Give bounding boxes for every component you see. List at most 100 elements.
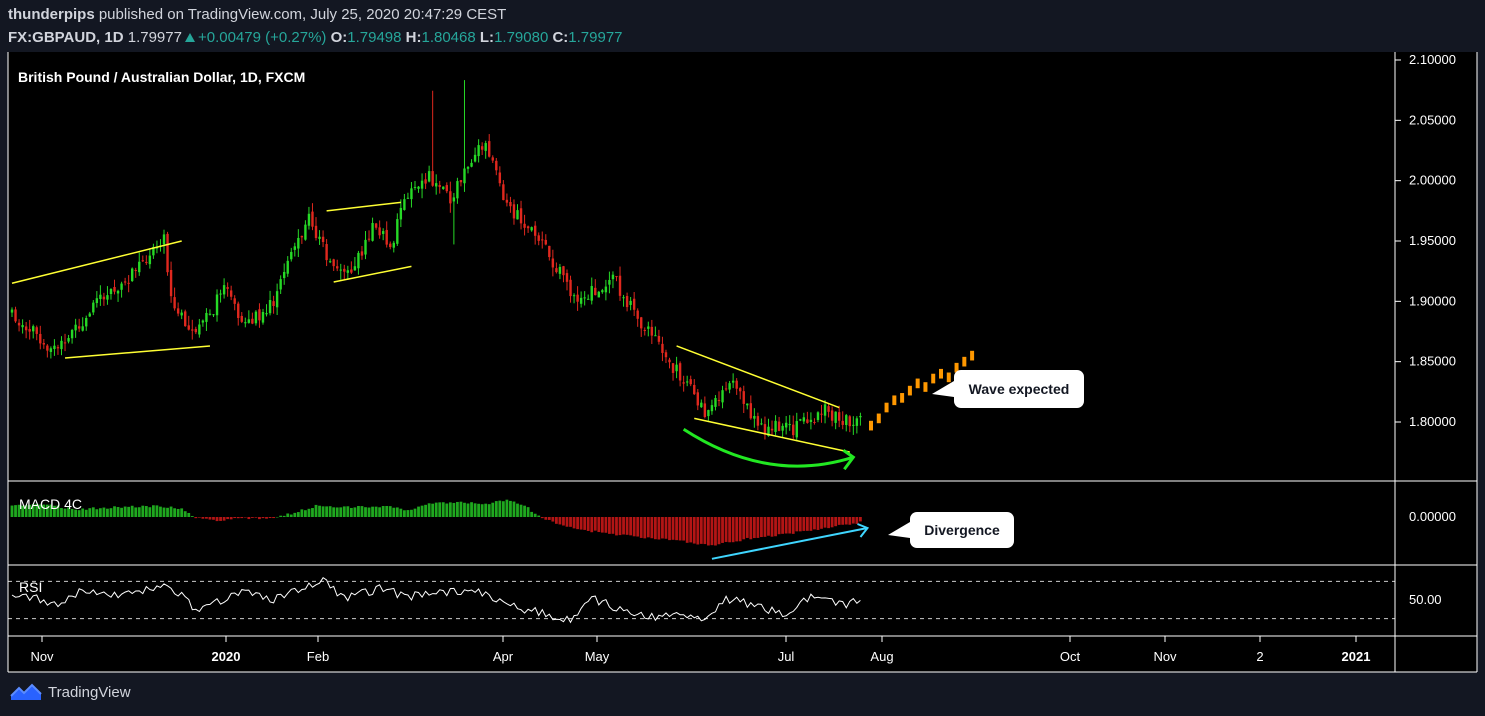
candle-body[interactable] — [802, 417, 806, 422]
candle-body[interactable] — [767, 426, 770, 437]
candle-body[interactable] — [328, 261, 332, 263]
divergence-callout-box[interactable] — [910, 512, 1014, 548]
candle-body[interactable] — [473, 154, 477, 162]
candle-body[interactable] — [219, 293, 222, 295]
candle-body[interactable] — [109, 288, 113, 294]
candle-body[interactable] — [431, 171, 434, 186]
trendline[interactable] — [11, 240, 182, 284]
candle-body[interactable] — [731, 380, 735, 383]
candle-body[interactable] — [647, 326, 650, 329]
candle-body[interactable] — [544, 239, 547, 245]
candle-body[interactable] — [820, 413, 823, 415]
candle-body[interactable] — [495, 160, 498, 171]
candle-body[interactable] — [148, 255, 152, 265]
candle-body[interactable] — [746, 403, 749, 406]
candle-body[interactable] — [601, 290, 604, 293]
candle-body[interactable] — [53, 345, 56, 350]
candle-body[interactable] — [184, 311, 187, 327]
candle-body[interactable] — [371, 223, 374, 241]
candle-body[interactable] — [35, 327, 38, 334]
rsi-pane[interactable] — [8, 577, 1395, 624]
candle-body[interactable] — [480, 146, 484, 150]
candle-body[interactable] — [806, 419, 809, 423]
main-pane[interactable]: Wave expected Divergence — [10, 80, 1084, 548]
candle-body[interactable] — [724, 388, 728, 390]
macd-pane[interactable] — [10, 499, 870, 560]
candle-body[interactable] — [95, 298, 99, 304]
candle-body[interactable] — [799, 419, 802, 421]
candle-body[interactable] — [141, 260, 144, 262]
candle-body[interactable] — [21, 325, 24, 328]
candle-body[interactable] — [63, 342, 67, 344]
candle-body[interactable] — [166, 233, 169, 273]
candle-body[interactable] — [463, 168, 466, 184]
candle-body[interactable] — [558, 266, 562, 274]
candle-body[interactable] — [551, 258, 555, 268]
candle-body[interactable] — [46, 345, 49, 351]
candle-body[interactable] — [781, 425, 784, 431]
candle-body[interactable] — [304, 224, 307, 240]
candle-body[interactable] — [788, 424, 791, 426]
candle-body[interactable] — [254, 311, 258, 324]
candle-body[interactable] — [640, 317, 643, 329]
candle-body[interactable] — [222, 285, 226, 295]
candle-body[interactable] — [523, 223, 526, 228]
candle-body[interactable] — [519, 208, 523, 224]
candle-body[interactable] — [756, 416, 760, 426]
tradingview-brand[interactable]: TradingView — [10, 683, 131, 701]
rsi-line[interactable] — [11, 577, 861, 624]
candle-body[interactable] — [470, 162, 473, 167]
candle-body[interactable] — [459, 180, 463, 183]
candle-body[interactable] — [604, 286, 608, 293]
candle-body[interactable] — [837, 412, 841, 421]
candle-body[interactable] — [152, 246, 155, 256]
candle-body[interactable] — [353, 266, 357, 271]
candle-body[interactable] — [399, 207, 403, 220]
candle-body[interactable] — [700, 402, 703, 408]
candle-body[interactable] — [226, 287, 229, 289]
candle-body[interactable] — [367, 238, 371, 240]
candle-body[interactable] — [770, 428, 774, 431]
candle-body[interactable] — [261, 312, 265, 323]
candle-body[interactable] — [307, 213, 311, 226]
candle-body[interactable] — [130, 268, 134, 282]
candle-body[interactable] — [830, 410, 834, 421]
candle-body[interactable] — [420, 180, 424, 189]
candle-body[interactable] — [622, 297, 625, 299]
candle-body[interactable] — [297, 237, 300, 249]
candle-body[interactable] — [357, 252, 360, 269]
candle-body[interactable] — [60, 340, 63, 350]
candle-body[interactable] — [74, 324, 77, 331]
candle-body[interactable] — [85, 318, 88, 327]
candle-body[interactable] — [265, 313, 268, 315]
candle-body[interactable] — [714, 398, 717, 407]
candle-body[interactable] — [300, 235, 304, 238]
candle-body[interactable] — [693, 384, 696, 395]
candle-body[interactable] — [717, 399, 721, 401]
candle-body[interactable] — [809, 419, 813, 423]
candle-body[interactable] — [703, 403, 707, 418]
candle-body[interactable] — [777, 421, 781, 431]
candle-body[interactable] — [67, 338, 70, 342]
candle-body[interactable] — [569, 279, 572, 297]
candle-body[interactable] — [413, 186, 417, 188]
candle-body[interactable] — [102, 296, 106, 300]
candle-body[interactable] — [56, 347, 60, 349]
candle-body[interactable] — [81, 326, 84, 331]
candle-body[interactable] — [636, 310, 639, 319]
candle-body[interactable] — [774, 420, 777, 432]
candle-body[interactable] — [336, 266, 339, 269]
candle-body[interactable] — [275, 291, 279, 308]
candle-body[interactable] — [689, 379, 692, 385]
candle-body[interactable] — [834, 411, 837, 423]
candle-body[interactable] — [565, 273, 569, 282]
candle-body[interactable] — [169, 269, 173, 297]
candle-body[interactable] — [14, 309, 17, 322]
candle-body[interactable] — [92, 302, 95, 313]
candle-body[interactable] — [682, 382, 685, 384]
candle-body[interactable] — [445, 185, 449, 192]
candle-body[interactable] — [760, 423, 763, 425]
candle-body[interactable] — [201, 320, 205, 323]
author-name[interactable]: thunderpips — [8, 6, 95, 23]
